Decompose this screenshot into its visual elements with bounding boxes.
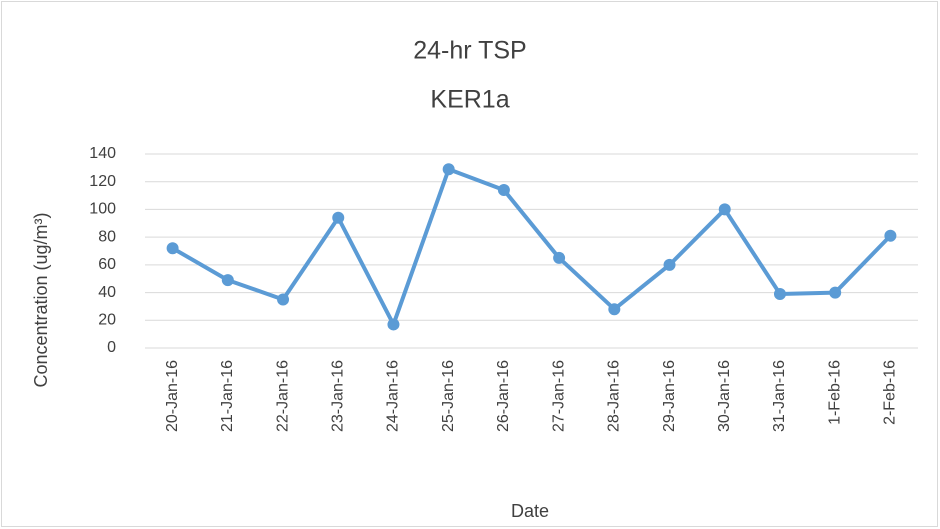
point bbox=[608, 303, 621, 316]
y-axis-title: Concentration (ug/m³) bbox=[31, 212, 51, 387]
chart-title: 24-hr TSP bbox=[413, 37, 526, 65]
point bbox=[829, 286, 842, 299]
x-tick-label: 30-Jan-16 bbox=[716, 360, 733, 432]
x-tick-label: 21-Jan-16 bbox=[219, 360, 236, 432]
y-tick-label: 0 bbox=[107, 339, 116, 356]
x-tick-label: 26-Jan-16 bbox=[495, 360, 512, 432]
point bbox=[773, 287, 786, 300]
point bbox=[497, 184, 510, 197]
x-tick-label: 28-Jan-16 bbox=[606, 360, 623, 432]
x-tick-label: 31-Jan-16 bbox=[771, 360, 788, 432]
x-tick-label: 22-Jan-16 bbox=[274, 360, 291, 432]
line-series bbox=[171, 167, 892, 327]
x-tick-label: 27-Jan-16 bbox=[550, 360, 567, 432]
y-tick-label: 80 bbox=[98, 228, 116, 245]
x-tick-label: 29-Jan-16 bbox=[661, 360, 678, 432]
point bbox=[663, 258, 676, 271]
point bbox=[277, 293, 290, 306]
x-tick-label: 2-Feb-16 bbox=[882, 360, 899, 425]
y-tick-label: 60 bbox=[98, 256, 116, 273]
x-tick-label: 20-Jan-16 bbox=[164, 360, 181, 432]
point bbox=[442, 163, 455, 176]
point bbox=[553, 251, 566, 264]
point bbox=[221, 274, 234, 287]
point bbox=[718, 203, 731, 216]
point bbox=[332, 211, 345, 224]
chart-subtitle: KER1a bbox=[430, 86, 509, 114]
y-tick-label: 100 bbox=[89, 201, 116, 218]
x-tick-label: 23-Jan-16 bbox=[329, 360, 346, 432]
x-tick-label: 25-Jan-16 bbox=[440, 360, 457, 432]
x-axis-title: Date bbox=[511, 501, 549, 521]
x-tick-label: 1-Feb-16 bbox=[826, 360, 843, 425]
point bbox=[884, 229, 897, 242]
y-tick-label: 40 bbox=[98, 284, 116, 301]
point bbox=[387, 318, 400, 331]
y-tick-label: 120 bbox=[89, 173, 116, 190]
y-tick-label: 20 bbox=[98, 312, 116, 329]
point bbox=[166, 242, 179, 255]
y-tick-label: 140 bbox=[89, 145, 116, 162]
x-tick-label: 24-Jan-16 bbox=[385, 360, 402, 432]
